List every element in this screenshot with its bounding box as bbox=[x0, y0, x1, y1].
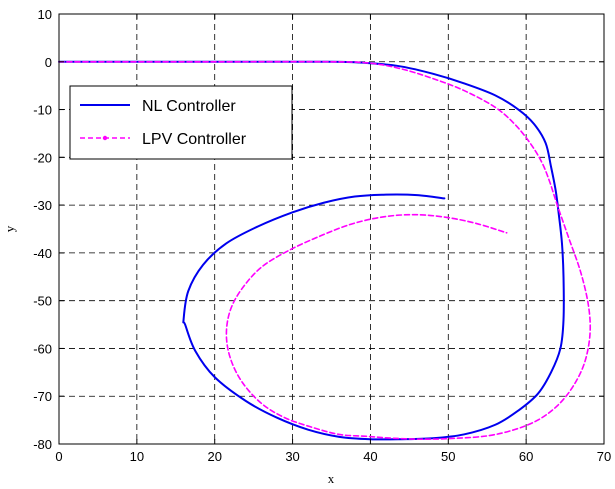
legend-label-nl: NL Controller bbox=[142, 98, 236, 115]
plot-background bbox=[59, 14, 604, 444]
y-tick-label: -20 bbox=[33, 150, 52, 165]
y-tick-label: -40 bbox=[33, 246, 52, 261]
y-tick-label: -50 bbox=[33, 294, 52, 309]
plot-frame bbox=[58, 13, 605, 445]
x-tick-label: 0 bbox=[55, 449, 62, 464]
legend-box bbox=[69, 85, 293, 160]
x-tick-label: 50 bbox=[441, 449, 455, 464]
x-tick-label: 40 bbox=[363, 449, 377, 464]
y-tick-label: -80 bbox=[33, 437, 52, 452]
x-tick-labels: 0 10 20 30 40 50 60 70 bbox=[55, 449, 611, 464]
series-line-nl-controller bbox=[58, 60, 565, 441]
x-axis-label: x bbox=[328, 471, 335, 486]
x-tick-label: 30 bbox=[285, 449, 299, 464]
y-tick-label: -60 bbox=[33, 341, 52, 356]
legend: NL Controller LPV Controller bbox=[69, 85, 293, 160]
y-tick-label: -30 bbox=[33, 198, 52, 213]
y-tick-labels: 10 0 -10 -20 -30 -40 -50 -60 -70 -80 bbox=[33, 7, 52, 452]
x-tick-label: 20 bbox=[207, 449, 221, 464]
x-tick-label: 70 bbox=[597, 449, 611, 464]
legend-label-lpv: LPV Controller bbox=[142, 131, 247, 148]
y-tick-label: -10 bbox=[33, 103, 52, 118]
y-tick-label: 10 bbox=[38, 7, 52, 22]
legend-marker-lpv bbox=[102, 135, 108, 141]
tick-marks bbox=[58, 13, 605, 445]
y-tick-label: 0 bbox=[45, 55, 52, 70]
series-layer bbox=[58, 60, 592, 441]
y-tick-label: -70 bbox=[33, 389, 52, 404]
y-axis-label: y bbox=[2, 225, 17, 232]
series-line-lpv-controller bbox=[58, 60, 592, 441]
x-tick-label: 10 bbox=[130, 449, 144, 464]
x-tick-label: 60 bbox=[519, 449, 533, 464]
